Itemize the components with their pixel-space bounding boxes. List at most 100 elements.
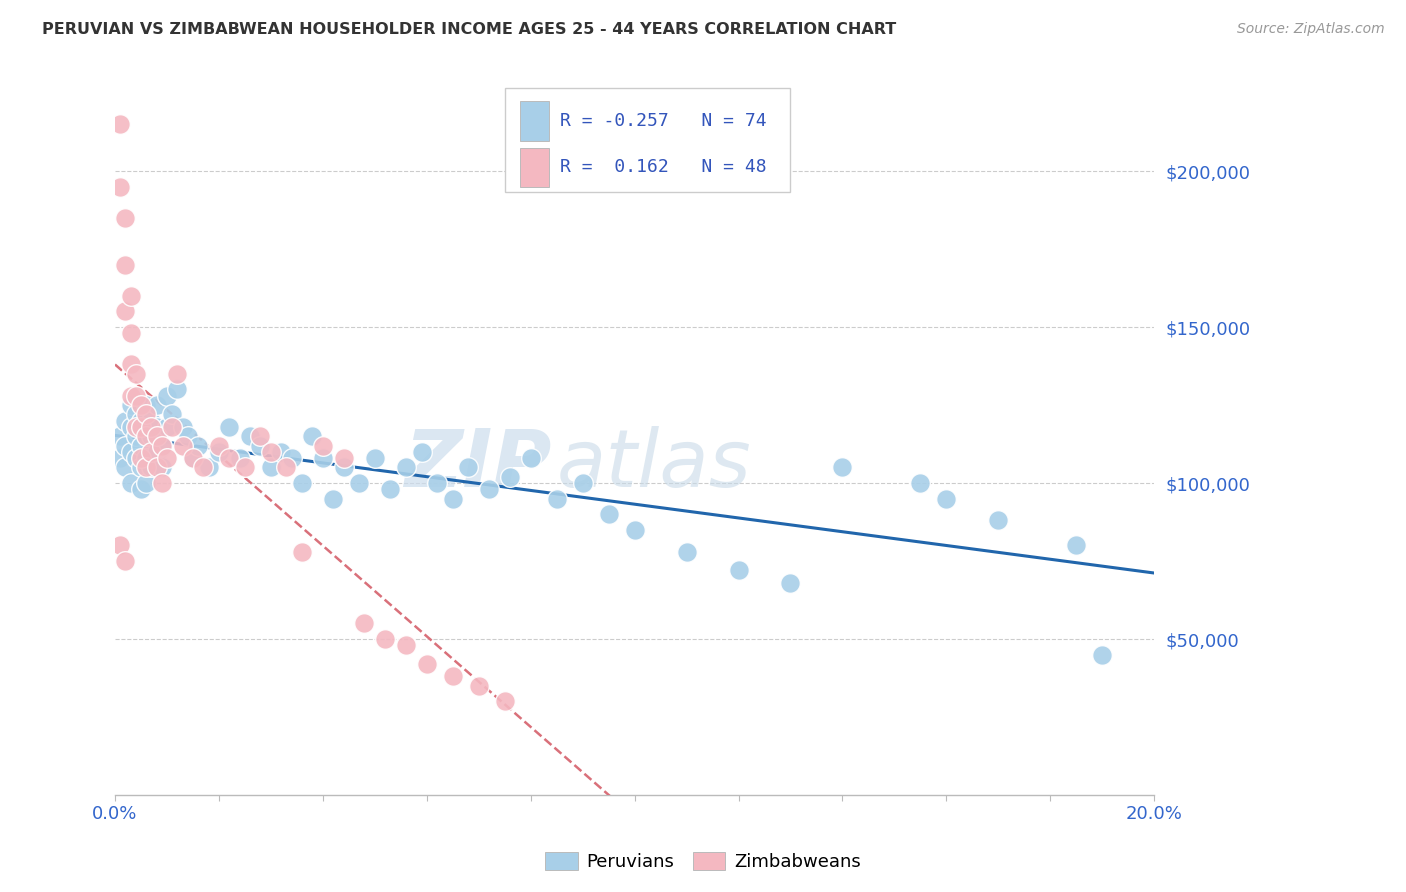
Point (499, 470, 522, 484)
Point (166, 383, 188, 397)
Point (120, 326, 142, 341)
Point (110, 117, 132, 131)
Point (160, 420, 183, 434)
Text: ZIP: ZIP (404, 426, 551, 504)
Point (150, 439, 173, 453)
Point (110, 179, 132, 194)
Point (260, 445, 283, 459)
Point (208, 439, 231, 453)
Point (332, 460, 354, 475)
Point (120, 420, 142, 434)
Point (395, 460, 418, 475)
Point (197, 460, 219, 475)
Point (166, 367, 188, 381)
Point (1064, 538, 1087, 552)
Point (135, 460, 157, 475)
Point (120, 445, 142, 459)
Point (129, 420, 152, 434)
Point (120, 289, 142, 303)
Point (120, 398, 142, 412)
Point (441, 491, 464, 506)
Point (135, 429, 157, 443)
Point (145, 420, 167, 434)
Point (249, 439, 271, 453)
Point (218, 451, 240, 466)
Point (208, 445, 231, 459)
Point (177, 429, 200, 443)
Point (172, 420, 194, 434)
Point (312, 439, 335, 453)
Point (347, 476, 370, 491)
Point (141, 460, 163, 475)
Point (135, 420, 157, 434)
Point (374, 632, 396, 646)
Text: R = -0.257   N = 74: R = -0.257 N = 74 (560, 112, 766, 130)
Point (114, 554, 136, 568)
Text: R =  0.162   N = 48: R = 0.162 N = 48 (560, 159, 766, 177)
Point (141, 414, 163, 428)
Point (141, 445, 163, 459)
Point (494, 694, 516, 708)
Point (467, 679, 489, 693)
Point (135, 451, 157, 466)
Point (312, 451, 335, 466)
Point (280, 451, 302, 466)
Point (141, 420, 163, 434)
Point (193, 460, 215, 475)
Point (727, 563, 749, 577)
Point (129, 414, 152, 428)
Point (125, 408, 148, 422)
Point (228, 451, 250, 466)
Point (233, 460, 256, 475)
Point (129, 483, 152, 497)
Point (129, 460, 152, 475)
Point (120, 476, 142, 491)
Point (125, 420, 148, 434)
Point (110, 429, 132, 443)
Point (411, 445, 433, 459)
Point (260, 460, 283, 475)
Point (110, 538, 132, 552)
Point (623, 523, 645, 537)
Point (114, 211, 136, 225)
Point (353, 616, 375, 631)
Point (181, 451, 204, 466)
Point (114, 414, 136, 428)
Point (150, 460, 173, 475)
Point (546, 491, 568, 506)
Point (322, 491, 344, 506)
Point (172, 439, 194, 453)
Point (831, 460, 853, 475)
Point (114, 439, 136, 453)
Point (779, 575, 801, 590)
Point (239, 429, 262, 443)
Point (380, 483, 402, 497)
Point (114, 258, 136, 272)
Point (181, 451, 204, 466)
Point (129, 398, 152, 412)
Point (160, 408, 183, 422)
Point (1091, 648, 1114, 662)
Point (416, 657, 439, 671)
Point (935, 491, 957, 506)
Point (675, 544, 697, 558)
Point (426, 476, 449, 491)
Point (135, 398, 157, 412)
Point (276, 460, 298, 475)
Point (364, 451, 387, 466)
Point (135, 408, 157, 422)
Point (125, 367, 148, 381)
Point (150, 439, 173, 453)
Point (457, 460, 479, 475)
Point (129, 451, 152, 466)
Point (110, 451, 132, 466)
Point (519, 451, 541, 466)
Point (150, 476, 173, 491)
Point (145, 429, 167, 443)
Point (187, 439, 209, 453)
Point (441, 669, 464, 683)
Text: Source: ZipAtlas.com: Source: ZipAtlas.com (1237, 22, 1385, 37)
Point (125, 389, 148, 403)
Point (395, 638, 418, 652)
Point (145, 398, 167, 412)
